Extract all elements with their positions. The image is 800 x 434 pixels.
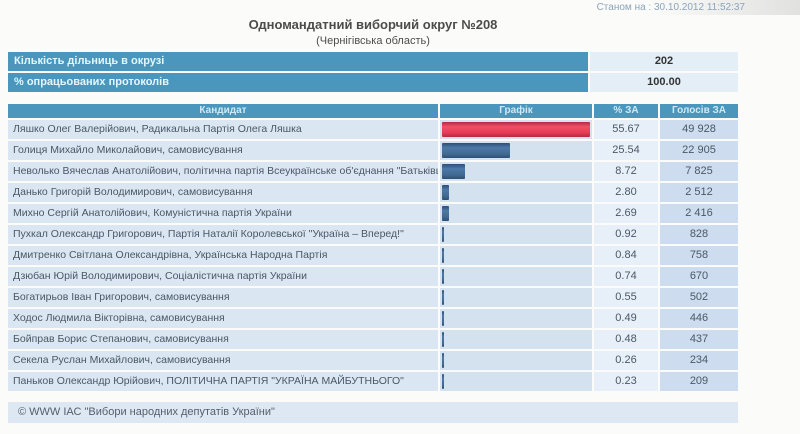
table-row: Неволько Вячеслав Анатолійович, політичн… [8,162,738,181]
votes-cell: 758 [660,246,738,265]
column-header-percent: % ЗА [594,104,658,118]
table-body: Ляшко Олег Валерійович, Радикальна Парті… [8,120,738,391]
graph-cell [440,141,592,160]
percent-cell: 0.49 [594,309,658,328]
result-bar [442,206,450,221]
percent-cell: 25.54 [594,141,658,160]
table-row: Паньков Олександр Юрійович, ПОЛІТИЧНА ПА… [8,372,738,391]
result-bar [442,353,444,368]
candidate-cell: Бойправ Борис Степанович, самовисування [8,330,438,349]
page-title: Одномандатний виборчий округ №208 [248,17,498,32]
votes-cell: 7 825 [660,162,738,181]
candidate-cell: Ходос Людмила Вікторівна, самовисування [8,309,438,328]
table-row: Голиця Михайло Миколайович, самовисуванн… [8,141,738,160]
district-stats: Кількість дільниць в окрузі 202 % опраць… [8,52,738,92]
result-bar [442,122,590,137]
table-row: Дзюбан Юрій Володимирович, Соціалістична… [8,267,738,286]
votes-cell: 670 [660,267,738,286]
percent-cell: 55.67 [594,120,658,139]
table-row: Михно Сергій Анатолійович, Комуністична … [8,204,738,223]
candidate-cell: Данько Григорій Володимирович, самовисув… [8,183,438,202]
graph-cell [440,225,592,244]
votes-cell: 22 905 [660,141,738,160]
graph-cell [440,120,592,139]
page-edge-shading [650,0,800,15]
table-header: Кандидат Графік % ЗА Голосів ЗА [8,104,738,118]
votes-cell: 234 [660,351,738,370]
footer-bar: © WWW ІАС "Вибори народних депутатів Укр… [8,402,738,423]
stat-row-protocols: % опрацьованих протоколів 100.00 [8,73,738,92]
percent-cell: 0.84 [594,246,658,265]
percent-cell: 2.80 [594,183,658,202]
percent-cell: 2.69 [594,204,658,223]
table-row: Секела Руслан Михайлович, самовисування … [8,351,738,370]
table-row: Бойправ Борис Степанович, самовисування … [8,330,738,349]
table-row: Ляшко Олег Валерійович, Радикальна Парті… [8,120,738,139]
graph-cell [440,351,592,370]
column-header-votes: Голосів ЗА [660,104,738,118]
main-content: Одномандатний виборчий округ №208 (Черні… [8,17,738,423]
result-bar [442,248,445,263]
graph-cell [440,204,592,223]
stat-row-precincts: Кількість дільниць в окрузі 202 [8,52,738,71]
percent-cell: 0.26 [594,351,658,370]
column-header-graph: Графік [440,104,592,118]
table-row: Дмитренко Світлана Олександрівна, Україн… [8,246,738,265]
votes-cell: 2 416 [660,204,738,223]
page-subtitle: (Чернігівська область) [316,35,430,47]
percent-cell: 0.55 [594,288,658,307]
result-bar [442,143,510,158]
result-bar [442,164,466,179]
result-bar [442,290,444,305]
votes-cell: 446 [660,309,738,328]
candidate-cell: Дмитренко Світлана Олександрівна, Україн… [8,246,438,265]
results-table: Кандидат Графік % ЗА Голосів ЗА Ляшко Ол… [8,104,738,391]
precincts-count-label: Кількість дільниць в окрузі [8,52,588,71]
protocols-percent-value: 100.00 [590,73,738,92]
result-bar [442,269,444,284]
result-bar [442,227,445,242]
protocols-percent-label: % опрацьованих протоколів [8,73,588,92]
table-row: Данько Григорій Володимирович, самовисув… [8,183,738,202]
candidate-cell: Паньков Олександр Юрійович, ПОЛІТИЧНА ПА… [8,372,438,391]
result-bar [442,311,444,326]
candidate-cell: Ляшко Олег Валерійович, Радикальна Парті… [8,120,438,139]
result-bar [442,374,444,389]
graph-cell [440,309,592,328]
graph-cell [440,183,592,202]
graph-cell [440,330,592,349]
candidate-cell: Пухкал Олександр Григорович, Партія Ната… [8,225,438,244]
votes-cell: 2 512 [660,183,738,202]
table-row: Пухкал Олександр Григорович, Партія Ната… [8,225,738,244]
candidate-cell: Михно Сергій Анатолійович, Комуністична … [8,204,438,223]
copyright-text: © WWW ІАС "Вибори народних депутатів Укр… [18,406,275,418]
percent-cell: 0.74 [594,267,658,286]
percent-cell: 8.72 [594,162,658,181]
result-bar [442,185,450,200]
report-timestamp: Станом на : 30.10.2012 11:52:37 [596,2,745,13]
candidate-cell: Секела Руслан Михайлович, самовисування [8,351,438,370]
table-row: Ходос Людмила Вікторівна, самовисування … [8,309,738,328]
graph-cell [440,267,592,286]
votes-cell: 502 [660,288,738,307]
column-header-candidate: Кандидат [8,104,438,118]
percent-cell: 0.23 [594,372,658,391]
votes-cell: 828 [660,225,738,244]
candidate-cell: Голиця Михайло Миколайович, самовисуванн… [8,141,438,160]
graph-cell [440,246,592,265]
candidate-cell: Богатирьов Іван Григорович, самовисуванн… [8,288,438,307]
graph-cell [440,288,592,307]
candidate-cell: Неволько Вячеслав Анатолійович, політичн… [8,162,438,181]
candidate-cell: Дзюбан Юрій Володимирович, Соціалістична… [8,267,438,286]
votes-cell: 49 928 [660,120,738,139]
table-row: Богатирьов Іван Григорович, самовисуванн… [8,288,738,307]
votes-cell: 437 [660,330,738,349]
graph-cell [440,162,592,181]
percent-cell: 0.92 [594,225,658,244]
result-bar [442,332,444,347]
percent-cell: 0.48 [594,330,658,349]
votes-cell: 209 [660,372,738,391]
precincts-count-value: 202 [590,52,738,71]
graph-cell [440,372,592,391]
